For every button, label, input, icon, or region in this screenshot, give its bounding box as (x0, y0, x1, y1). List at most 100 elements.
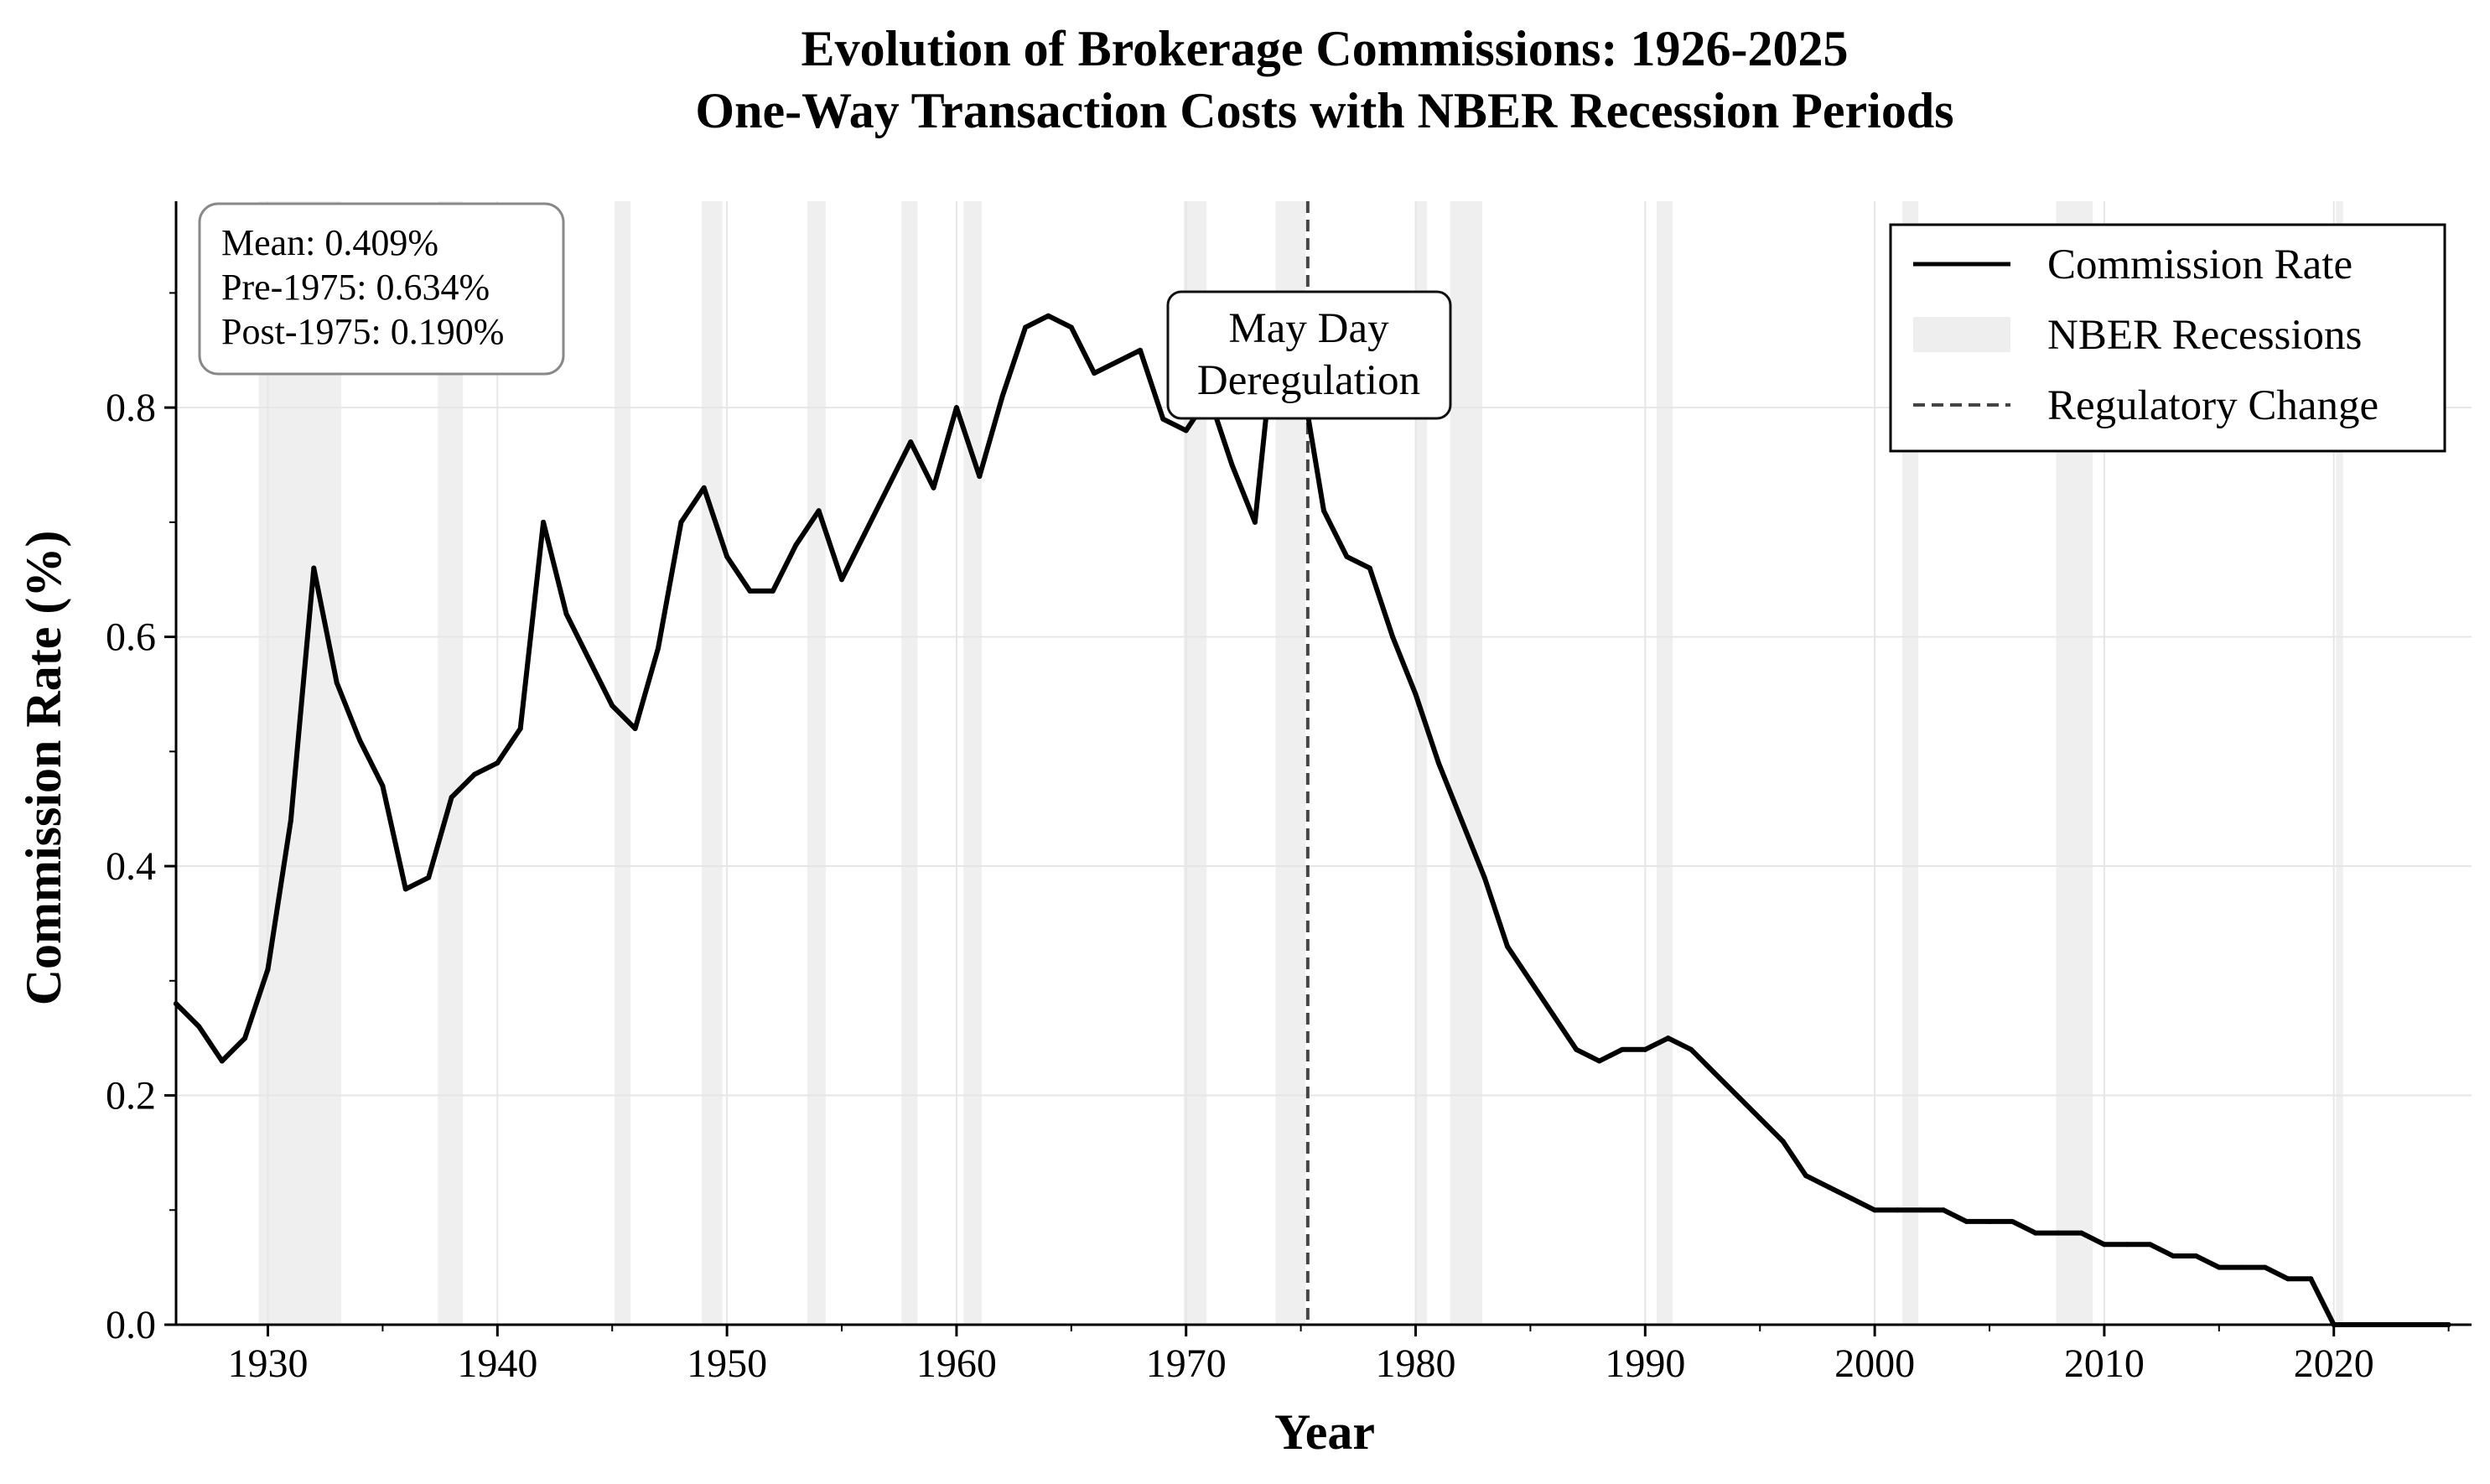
recession-band-1 (438, 201, 464, 1325)
data-point-1987 (1574, 1046, 1580, 1052)
data-point-1989 (1619, 1046, 1625, 1052)
data-point-2010 (2101, 1242, 2107, 1248)
data-point-1928 (219, 1058, 225, 1064)
x-tick-label-9: 2020 (2294, 1341, 2374, 1386)
axes (174, 201, 2472, 1326)
data-point-2012 (2147, 1242, 2153, 1248)
data-point-2015 (2216, 1264, 2222, 1270)
data-point-1942 (541, 519, 547, 525)
data-point-1949 (701, 485, 707, 490)
legend-recession-swatch (1913, 317, 2010, 352)
data-point-2016 (2239, 1264, 2245, 1270)
data-point-1973 (1252, 519, 1258, 525)
legend: Commission Rate NBER Recessions Regulato… (1889, 223, 2446, 453)
data-point-1979 (1390, 634, 1396, 640)
data-point-1954 (816, 508, 822, 514)
data-point-2001 (1895, 1207, 1901, 1213)
tick-marks: 1930 1940 1950 1960 1970 1980 1990 2000 2010 2020… (106, 292, 2450, 1386)
data-point-1948 (678, 519, 684, 525)
recession-band-0 (258, 201, 342, 1325)
data-point-1962 (999, 393, 1005, 399)
y-tick-label-1: 0.2 (106, 1074, 156, 1118)
data-point-1964 (1045, 313, 1051, 319)
data-point-1972 (1229, 462, 1235, 468)
recession-band-9 (1415, 201, 1428, 1325)
data-point-1952 (770, 588, 776, 594)
y-tick-label-4: 0.8 (106, 386, 156, 430)
data-point-1977 (1344, 553, 1350, 559)
data-point-1993 (1711, 1070, 1717, 1076)
annotation-line-1: May Day (1228, 305, 1389, 352)
data-point-1953 (793, 542, 799, 548)
x-tick-label-7: 2000 (1834, 1341, 1915, 1386)
data-point-1947 (655, 646, 661, 651)
data-point-1966 (1092, 371, 1097, 376)
data-point-1980 (1413, 691, 1419, 697)
data-point-1983 (1481, 874, 1487, 880)
data-point-1969 (1160, 416, 1166, 422)
recession-band-6 (963, 201, 983, 1325)
data-point-1930 (265, 967, 271, 973)
series-line-commission-rate (174, 302, 2451, 1327)
may-day-annotation: May Day Deregulation (1166, 290, 1452, 420)
data-point-1941 (517, 725, 523, 731)
data-point-1968 (1137, 347, 1143, 353)
data-point-1932 (311, 565, 317, 571)
x-tick-label-8: 2010 (2064, 1341, 2145, 1386)
commission-rate-series (174, 302, 2451, 1327)
stats-mean: Mean: 0.409% (221, 222, 438, 263)
x-tick-label-1: 1940 (457, 1341, 537, 1386)
data-point-1955 (839, 577, 845, 583)
data-point-1961 (977, 474, 983, 480)
data-point-1994 (1734, 1092, 1740, 1098)
data-point-1940 (495, 760, 501, 765)
recession-band-5 (901, 201, 918, 1325)
data-point-1991 (1665, 1035, 1671, 1041)
y-axis-label: Commission Rate (%) (16, 531, 71, 1006)
legend-entry-regulatory-change: Regulatory Change (2047, 382, 2378, 429)
recession-band-11 (1657, 201, 1673, 1325)
data-point-1957 (884, 485, 890, 490)
data-point-1984 (1505, 943, 1511, 949)
recession-band-14 (2336, 201, 2343, 1325)
legend-entry-nber-recessions: NBER Recessions (2047, 312, 2362, 359)
data-point-1978 (1367, 565, 1372, 571)
data-point-1958 (908, 439, 914, 445)
data-point-1965 (1068, 324, 1074, 330)
data-point-1936 (402, 886, 408, 892)
x-axis-label: Year (1274, 1404, 1375, 1460)
data-point-2014 (2193, 1253, 2199, 1258)
data-point-2013 (2171, 1253, 2176, 1258)
data-point-1951 (747, 588, 753, 594)
recession-band-12 (1901, 201, 1919, 1325)
data-point-2000 (1872, 1207, 1878, 1213)
data-point-1929 (242, 1035, 248, 1041)
y-tick-label-2: 0.4 (106, 844, 156, 889)
data-point-1985 (1528, 978, 1533, 983)
data-point-2017 (2262, 1264, 2268, 1270)
data-point-1945 (610, 703, 615, 708)
stats-box-frame (198, 202, 565, 376)
data-point-1990 (1642, 1046, 1648, 1052)
data-point-1959 (931, 485, 936, 490)
y-tick-label-3: 0.6 (106, 615, 156, 660)
data-point-2018 (2285, 1276, 2290, 1282)
x-tick-label-5: 1980 (1376, 1341, 1456, 1386)
data-point-1996 (1780, 1139, 1786, 1144)
data-point-1986 (1550, 1012, 1556, 1018)
annotation-line-2: Deregulation (1197, 357, 1420, 404)
annotation-frame (1166, 290, 1452, 420)
data-point-1934 (357, 737, 363, 743)
stats-post-1975: Post-1975: 0.190% (221, 311, 504, 352)
recession-band-4 (807, 201, 826, 1325)
data-point-2019 (2308, 1276, 2314, 1282)
stats-pre-1975: Pre-1975: 0.634% (221, 267, 490, 308)
data-point-1933 (334, 680, 340, 686)
data-point-1988 (1596, 1058, 1602, 1064)
data-point-1931 (288, 817, 293, 823)
data-point-1927 (196, 1024, 202, 1030)
chart-title: Evolution of Brokerage Commissions: 1926… (801, 21, 1849, 76)
data-point-2006 (2010, 1218, 2015, 1224)
data-point-1946 (632, 725, 638, 731)
data-point-1937 (426, 874, 432, 880)
